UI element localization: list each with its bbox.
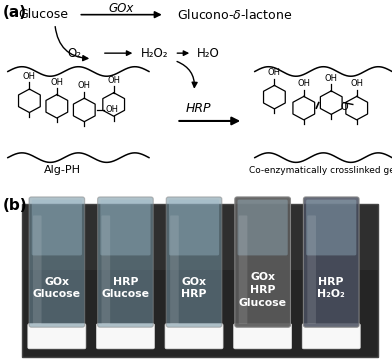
Text: O: O [340,102,348,112]
Text: O₂: O₂ [67,47,82,60]
Bar [22,205,378,270]
Text: H₂O: H₂O [196,47,219,60]
Text: Alg-PH: Alg-PH [44,166,81,175]
Text: OH: OH [350,79,363,88]
Text: OH: OH [325,74,338,83]
FancyBboxPatch shape [238,199,288,256]
Text: Co-enzymatically crosslinked gel: Co-enzymatically crosslinked gel [249,166,392,175]
FancyBboxPatch shape [307,215,316,324]
FancyBboxPatch shape [239,215,247,324]
FancyBboxPatch shape [29,197,85,327]
FancyBboxPatch shape [102,215,110,324]
Text: GOx
Glucose: GOx Glucose [33,276,81,300]
FancyBboxPatch shape [166,197,222,327]
Text: OH: OH [23,72,36,81]
FancyBboxPatch shape [98,197,153,327]
Text: HRP: HRP [185,102,211,114]
Text: OH: OH [268,68,281,77]
Text: OH: OH [297,79,310,88]
FancyBboxPatch shape [306,199,356,256]
Text: Glucono-$\delta$-lactone: Glucono-$\delta$-lactone [178,8,293,22]
FancyBboxPatch shape [303,197,359,327]
Text: (b): (b) [3,198,28,213]
FancyBboxPatch shape [302,324,360,349]
Text: OH: OH [107,76,120,85]
Text: Glucose: Glucose [18,8,68,21]
Text: OH: OH [105,105,118,114]
FancyBboxPatch shape [100,199,151,256]
Text: OH: OH [50,77,64,86]
FancyBboxPatch shape [170,215,179,324]
Text: GOx: GOx [109,1,134,14]
FancyBboxPatch shape [235,197,290,327]
FancyBboxPatch shape [33,215,42,324]
FancyBboxPatch shape [234,324,292,349]
Text: HRP
Glucose: HRP Glucose [102,276,149,300]
FancyBboxPatch shape [32,199,82,256]
Text: GOx
HRP
Glucose: GOx HRP Glucose [239,272,287,307]
Text: HRP
H₂O₂: HRP H₂O₂ [318,276,345,300]
Text: H₂O₂: H₂O₂ [141,47,169,60]
FancyBboxPatch shape [169,199,219,256]
Text: (a): (a) [3,5,27,21]
FancyBboxPatch shape [28,324,86,349]
Text: GOx
HRP: GOx HRP [181,276,207,300]
FancyBboxPatch shape [165,324,223,349]
Text: OH: OH [78,81,91,90]
FancyBboxPatch shape [96,324,154,349]
